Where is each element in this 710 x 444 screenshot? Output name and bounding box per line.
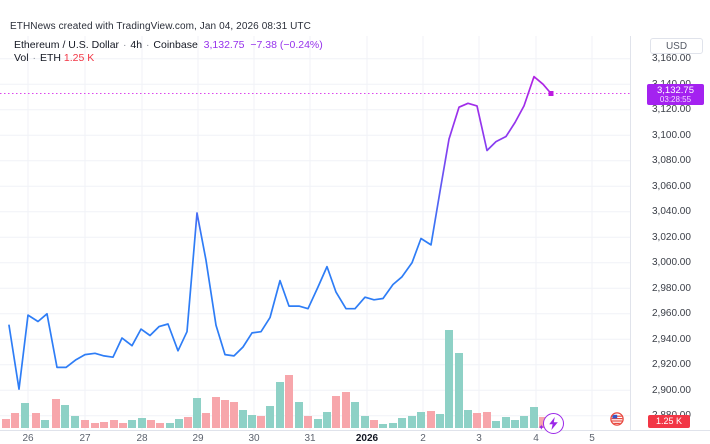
- price-change-value: −7.38 (−0.24%): [250, 39, 323, 51]
- attribution-text: ETHNews created with TradingView.com, Ja…: [10, 21, 311, 32]
- last-price-value: 3,132.75: [203, 39, 245, 51]
- volume-legend-row[interactable]: Vol · ETH 1.25 K: [14, 52, 95, 64]
- price-tick-label: 2,920.00: [652, 359, 691, 371]
- price-axis-border: [630, 36, 631, 430]
- price-tick-label: 2,980.00: [652, 282, 691, 294]
- time-tick-label: 28: [136, 433, 148, 444]
- price-tick-label: 2,900.00: [652, 384, 691, 396]
- time-tick-label: 3: [476, 433, 482, 444]
- price-tick-label: 3,160.00: [652, 53, 691, 65]
- sparkle-icon: ✦: [538, 423, 545, 432]
- price-tick-label: 3,080.00: [652, 155, 691, 167]
- price-tick-label: 3,040.00: [652, 206, 691, 218]
- vol-symbol: ETH: [39, 52, 61, 64]
- time-tick-label: 2: [420, 433, 426, 444]
- time-tick-label: 31: [304, 433, 316, 444]
- price-tick-label: 3,000.00: [652, 257, 691, 269]
- lightning-event-icon[interactable]: [543, 413, 564, 434]
- price-tick-label: 3,060.00: [652, 180, 691, 192]
- vol-label: Vol: [14, 52, 29, 64]
- symbol-title: Ethereum / U.S. Dollar: [14, 39, 120, 51]
- last-price-countdown-badge[interactable]: 3,132.75 03:28:55: [647, 84, 704, 105]
- time-axis-border: [0, 430, 710, 431]
- time-tick-label: 30: [248, 433, 260, 444]
- lightning-bolt-icon: [549, 417, 558, 430]
- price-tick-label: 3,020.00: [652, 231, 691, 243]
- exchange-label: Coinbase: [153, 39, 198, 51]
- us-economic-event-icon[interactable]: [609, 411, 625, 427]
- price-tick-label: 2,940.00: [652, 333, 691, 345]
- time-tick-label: 29: [192, 433, 204, 444]
- vol-value: 1.25 K: [63, 52, 95, 64]
- badge-price: 3,132.75: [657, 85, 694, 96]
- interval-label: 4h: [130, 39, 143, 51]
- symbol-legend-row[interactable]: Ethereum / U.S. Dollar · 4h · Coinbase 3…: [14, 39, 323, 51]
- price-tick-label: 3,100.00: [652, 129, 691, 141]
- time-tick-label: 26: [22, 433, 34, 444]
- time-tick-label: 27: [79, 433, 91, 444]
- currency-unit-button[interactable]: USD: [650, 38, 703, 54]
- price-tick-label: 2,960.00: [652, 308, 691, 320]
- time-tick-label: 4: [533, 433, 539, 444]
- badge-countdown: 03:28:55: [659, 95, 692, 104]
- price-tick-label: 3,120.00: [652, 104, 691, 116]
- time-tick-label: 2026: [355, 433, 379, 444]
- time-tick-label: 5: [589, 433, 595, 444]
- volume-axis-badge: 1.25 K: [648, 415, 690, 428]
- chart-legend[interactable]: Ethereum / U.S. Dollar · 4h · Coinbase 3…: [14, 40, 323, 64]
